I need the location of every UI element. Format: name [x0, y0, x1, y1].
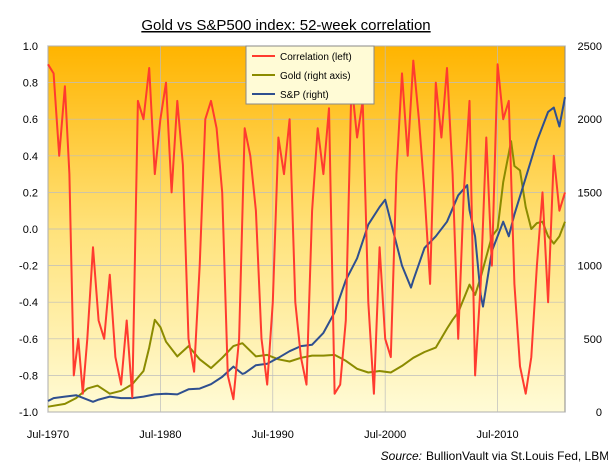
y-left-tick-2: 0.6: [23, 114, 38, 126]
series-layer: [47, 59, 566, 408]
x-tick-0: Jul-1970: [27, 429, 69, 441]
x-tick-4: Jul-2010: [476, 429, 518, 441]
legend: Correlation (left) Gold (right axis) S&P…: [245, 45, 375, 105]
x-tick-3: Jul-2000: [364, 429, 406, 441]
y-right-tick-0: 2500: [578, 41, 602, 53]
x-tick-1: Jul-1980: [139, 429, 181, 441]
y-left-tick-5: 0.0: [23, 224, 38, 236]
y-left-tick-6: -0.2: [19, 261, 38, 273]
y-right-tick-5: 0: [596, 407, 602, 419]
y-left-axis: 1.0 0.8 0.6 0.4 0.2 0.0 -0.2 -0.4 -0.6 -0.8 -1.0: [19, 41, 38, 419]
source-label: Source:: [381, 449, 422, 463]
y-left-tick-10: -1.0: [19, 407, 38, 419]
series-gold: [47, 140, 566, 408]
y-right-tick-3: 1000: [578, 261, 602, 273]
legend-label-sp: S&P (right): [280, 90, 329, 101]
y-left-tick-9: -0.8: [19, 370, 38, 382]
x-tick-2: Jul-1990: [252, 429, 294, 441]
y-left-tick-4: 0.2: [23, 187, 38, 199]
y-left-tick-3: 0.4: [23, 151, 38, 163]
y-right-tick-1: 2000: [578, 114, 602, 126]
series-correlation: [47, 59, 566, 401]
chart-title: Gold vs S&P500 index: 52-week correlatio…: [141, 17, 430, 34]
source-text: BullionVault via St.Louis Fed, LBMA: [426, 449, 608, 463]
y-left-tick-7: -0.4: [19, 297, 38, 309]
x-axis: Jul-1970 Jul-1980 Jul-1990 Jul-2000 Jul-2010: [27, 429, 519, 441]
y-right-tick-2: 1500: [578, 187, 602, 199]
legend-label-gold: Gold (right axis): [280, 71, 351, 82]
y-right-tick-4: 500: [584, 334, 602, 346]
y-right-axis: 2500 2000 1500 1000 500 0: [578, 41, 602, 419]
y-left-tick-1: 0.8: [23, 78, 38, 90]
y-left-tick-0: 1.0: [23, 41, 38, 53]
y-left-tick-8: -0.6: [19, 334, 38, 346]
legend-label-correlation: Correlation (left): [280, 52, 352, 63]
